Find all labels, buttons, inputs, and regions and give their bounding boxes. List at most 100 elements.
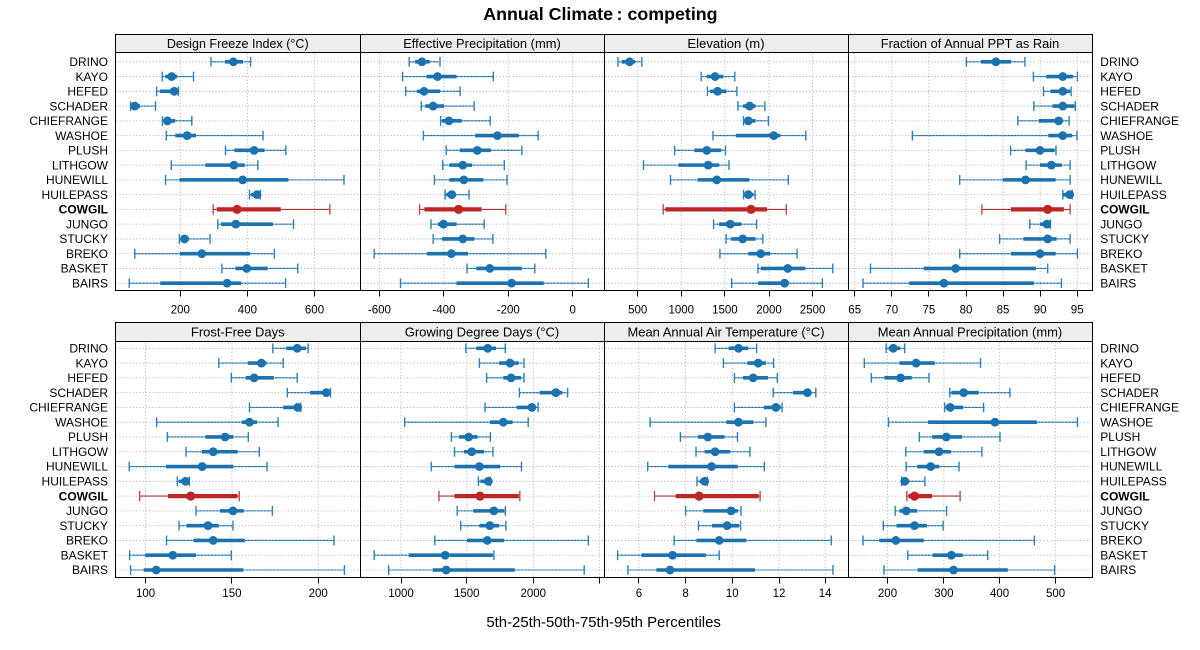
svg-text:Mean Annual Air Temperature (°: Mean Annual Air Temperature (°C) [628,325,825,340]
svg-text:Frost-Free Days: Frost-Free Days [191,325,285,340]
svg-text:DRINO: DRINO [69,342,108,356]
svg-text:-200: -200 [497,304,520,316]
svg-text:BAIRS: BAIRS [1100,563,1136,577]
svg-text:Annual Climate : competing: Annual Climate : competing [483,4,717,24]
svg-text:BASKET: BASKET [61,548,109,562]
svg-text:10: 10 [726,588,739,600]
svg-text:STUCKY: STUCKY [1100,232,1149,246]
svg-text:600: 600 [305,304,324,316]
svg-text:HUNEWILL: HUNEWILL [1100,460,1162,474]
svg-text:LITHGOW: LITHGOW [52,158,109,172]
svg-text:5th-25th-50th-75th-95th Percen: 5th-25th-50th-75th-95th Percentiles [486,615,721,631]
svg-text:COWGIL: COWGIL [59,489,108,503]
svg-text:LITHGOW: LITHGOW [52,445,109,459]
svg-text:Design Freeze Index (°C): Design Freeze Index (°C) [167,36,309,51]
svg-text:70: 70 [885,304,898,316]
svg-text:HUILEPASS: HUILEPASS [42,475,108,489]
svg-text:100: 100 [136,588,155,600]
svg-text:SCHADER: SCHADER [1100,99,1159,113]
svg-text:CHIEFRANGE: CHIEFRANGE [29,401,108,415]
svg-text:HUILEPASS: HUILEPASS [42,188,108,202]
svg-text:200: 200 [878,588,897,600]
svg-text:PLUSH: PLUSH [1100,430,1140,444]
svg-text:BASKET: BASKET [61,262,109,276]
svg-text:HEFED: HEFED [1100,85,1141,99]
svg-text:BASKET: BASKET [1100,548,1148,562]
svg-text:HUILEPASS: HUILEPASS [1100,188,1166,202]
svg-text:2000: 2000 [756,304,782,316]
svg-text:200: 200 [309,588,328,600]
svg-text:DRINO: DRINO [1100,55,1139,69]
svg-text:COWGIL: COWGIL [1100,203,1149,217]
svg-text:KAYO: KAYO [76,70,108,84]
svg-text:12: 12 [773,588,786,600]
svg-text:KAYO: KAYO [76,356,108,370]
svg-text:LITHGOW: LITHGOW [1100,445,1157,459]
svg-text:STUCKY: STUCKY [1100,519,1149,533]
svg-text:WASHOE: WASHOE [1100,129,1153,143]
svg-text:KAYO: KAYO [1100,356,1132,370]
svg-text:DRINO: DRINO [69,55,108,69]
svg-text:STUCKY: STUCKY [59,232,108,246]
svg-text:75: 75 [923,304,936,316]
svg-text:SCHADER: SCHADER [49,386,108,400]
svg-text:Growing Degree Days (°C): Growing Degree Days (°C) [405,325,560,340]
svg-text:Fraction of Annual PPT as Rain: Fraction of Annual PPT as Rain [881,36,1060,51]
svg-text:CHIEFRANGE: CHIEFRANGE [1100,401,1179,415]
svg-text:HEFED: HEFED [67,371,108,385]
svg-text:LITHGOW: LITHGOW [1100,158,1157,172]
svg-text:BAIRS: BAIRS [72,276,108,290]
svg-text:Mean Annual Precipitation (mm): Mean Annual Precipitation (mm) [878,325,1063,340]
svg-text:JUNGO: JUNGO [66,217,108,231]
svg-text:HEFED: HEFED [1100,371,1141,385]
svg-text:-600: -600 [368,304,391,316]
svg-text:COWGIL: COWGIL [1100,489,1149,503]
svg-text:KAYO: KAYO [1100,70,1132,84]
svg-text:Effective Precipitation (mm): Effective Precipitation (mm) [403,36,561,51]
svg-text:CHIEFRANGE: CHIEFRANGE [29,114,108,128]
svg-text:85: 85 [997,304,1010,316]
svg-text:1500: 1500 [454,588,480,600]
svg-text:BAIRS: BAIRS [1100,276,1136,290]
svg-text:WASHOE: WASHOE [1100,415,1153,429]
svg-text:Elevation (m): Elevation (m) [687,36,764,51]
svg-text:WASHOE: WASHOE [55,415,108,429]
svg-text:PLUSH: PLUSH [1100,144,1140,158]
svg-text:HEFED: HEFED [67,85,108,99]
svg-text:-400: -400 [432,304,455,316]
svg-text:WASHOE: WASHOE [55,129,108,143]
svg-text:0: 0 [569,304,575,316]
svg-text:BREKO: BREKO [1100,534,1142,548]
svg-text:JUNGO: JUNGO [1100,217,1142,231]
svg-text:BREKO: BREKO [1100,247,1142,261]
svg-text:14: 14 [819,588,832,600]
svg-text:JUNGO: JUNGO [66,504,108,518]
svg-text:PLUSH: PLUSH [68,144,108,158]
svg-text:1000: 1000 [669,304,695,316]
svg-text:JUNGO: JUNGO [1100,504,1142,518]
svg-text:STUCKY: STUCKY [59,519,108,533]
svg-text:SCHADER: SCHADER [49,99,108,113]
svg-text:500: 500 [1046,588,1065,600]
svg-text:2000: 2000 [521,588,547,600]
svg-text:1000: 1000 [388,588,414,600]
svg-text:HUILEPASS: HUILEPASS [1100,475,1166,489]
svg-text:BREKO: BREKO [66,247,108,261]
svg-text:80: 80 [960,304,973,316]
svg-text:150: 150 [222,588,241,600]
svg-text:2500: 2500 [800,304,826,316]
svg-text:400: 400 [990,588,1009,600]
svg-text:400: 400 [238,304,257,316]
svg-text:HUNEWILL: HUNEWILL [46,173,108,187]
svg-text:BASKET: BASKET [1100,262,1148,276]
svg-text:DRINO: DRINO [1100,342,1139,356]
svg-text:HUNEWILL: HUNEWILL [1100,173,1162,187]
svg-text:CHIEFRANGE: CHIEFRANGE [1100,114,1179,128]
svg-text:65: 65 [848,304,861,316]
svg-text:HUNEWILL: HUNEWILL [46,460,108,474]
svg-text:8: 8 [682,588,688,600]
svg-text:PLUSH: PLUSH [68,430,108,444]
svg-text:BREKO: BREKO [66,534,108,548]
svg-text:90: 90 [1034,304,1047,316]
svg-text:500: 500 [628,304,647,316]
